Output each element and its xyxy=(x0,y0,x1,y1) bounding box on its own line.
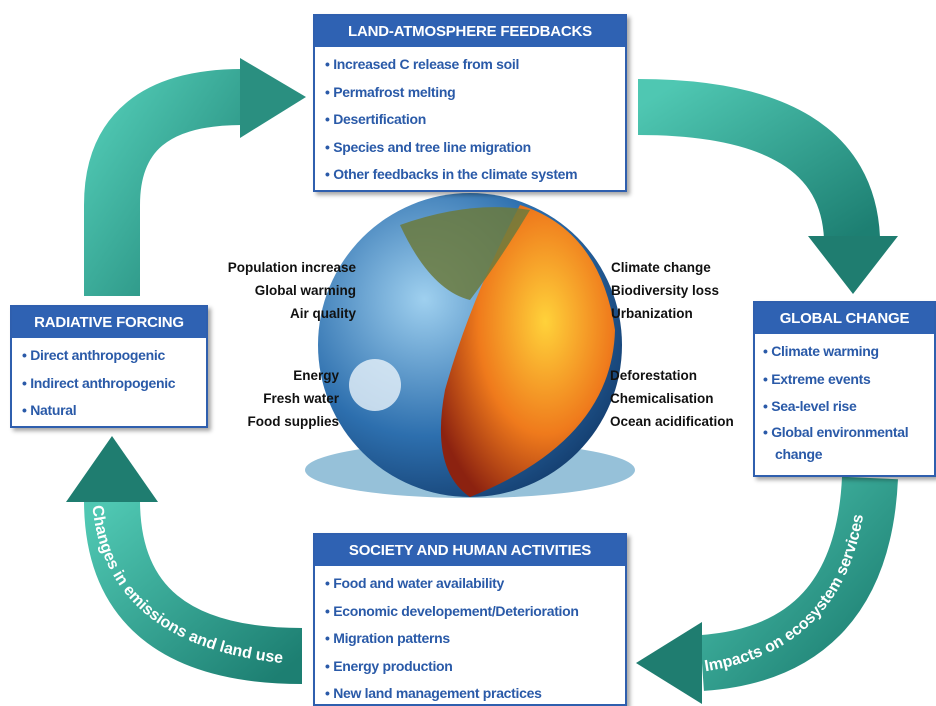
box-radiative-forcing: RADIATIVE FORCING Direct anthropogenic I… xyxy=(10,305,208,428)
globe-label: Urbanization xyxy=(611,302,719,325)
item: Direct anthropogenic xyxy=(22,342,198,370)
arrow-head xyxy=(66,436,158,502)
item: Migration patterns xyxy=(325,625,617,653)
globe-label: Deforestation xyxy=(610,364,734,387)
box-title: GLOBAL CHANGE xyxy=(755,303,934,334)
box-title: LAND-ATMOSPHERE FEEDBACKS xyxy=(315,16,625,47)
item: Extreme events xyxy=(763,366,926,394)
item-list: Climate warming Extreme events Sea-level… xyxy=(755,334,934,465)
item: Sea-level rise xyxy=(763,393,926,421)
box-land-atmosphere: LAND-ATMOSPHERE FEEDBACKS Increased C re… xyxy=(313,14,627,192)
globe-labels: Population increase Global warming Air q… xyxy=(228,256,356,325)
item: Other feedbacks in the climate system xyxy=(325,161,617,189)
globe-label: Food supplies xyxy=(247,410,339,433)
item: New land management practices xyxy=(325,680,617,706)
arrow-head xyxy=(240,58,306,138)
item: Economic developement/Deterioration xyxy=(325,598,617,626)
box-global-change: GLOBAL CHANGE Climate warming Extreme ev… xyxy=(753,301,936,477)
globe-labels: Energy Fresh water Food supplies xyxy=(247,364,339,433)
box-society: SOCIETY AND HUMAN ACTIVITIES Food and wa… xyxy=(313,533,627,706)
item: Climate warming xyxy=(763,338,926,366)
box-title: SOCIETY AND HUMAN ACTIVITIES xyxy=(315,535,625,566)
item-list: Increased C release from soil Permafrost… xyxy=(315,47,625,189)
item-list: Direct anthropogenic Indirect anthropoge… xyxy=(12,338,206,425)
arrow xyxy=(112,97,242,296)
item: Indirect anthropogenic xyxy=(22,370,198,398)
item: Species and tree line migration xyxy=(325,134,617,162)
globe-label: Global warming xyxy=(228,279,356,302)
globe-label: Biodiversity loss xyxy=(611,279,719,302)
item: Food and water availability xyxy=(325,570,617,598)
box-title: RADIATIVE FORCING xyxy=(12,307,206,338)
globe-storm xyxy=(349,359,401,411)
arrow xyxy=(112,500,302,656)
item: Global environmental change xyxy=(763,421,926,465)
globe-label: Population increase xyxy=(228,256,356,279)
item: Desertification xyxy=(325,106,617,134)
diagram: Changes in emissions and land use Impact… xyxy=(0,0,936,706)
globe-label: Fresh water xyxy=(247,387,339,410)
globe-label: Ocean acidification xyxy=(610,410,734,433)
globe-label: Climate change xyxy=(611,256,719,279)
item-list: Food and water availability Economic dev… xyxy=(315,566,625,706)
arrow-head xyxy=(636,622,702,704)
item: Increased C release from soil xyxy=(325,51,617,79)
item: Permafrost melting xyxy=(325,79,617,107)
globe-label: Chemicalisation xyxy=(610,387,734,410)
arrow xyxy=(638,107,852,238)
globe-label: Air quality xyxy=(228,302,356,325)
globe-labels: Climate change Biodiversity loss Urbaniz… xyxy=(611,256,719,325)
arrow-head xyxy=(808,236,898,294)
item: Energy production xyxy=(325,653,617,681)
item: Natural xyxy=(22,397,198,425)
globe-labels: Deforestation Chemicalisation Ocean acid… xyxy=(610,364,734,433)
globe-label: Energy xyxy=(247,364,339,387)
